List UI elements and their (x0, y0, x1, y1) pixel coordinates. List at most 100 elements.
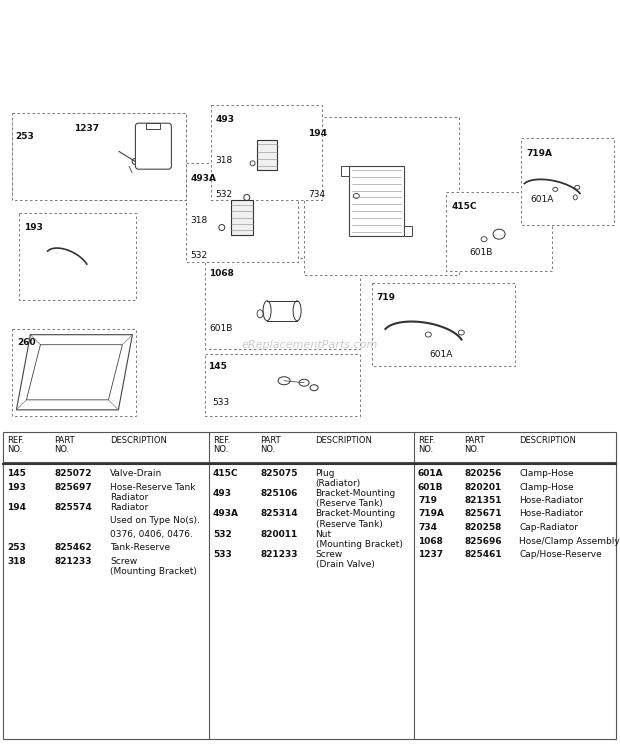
Bar (19, 213, 136, 300)
Text: 825314: 825314 (260, 510, 298, 519)
Text: NO.: NO. (213, 445, 228, 454)
Text: 260: 260 (17, 339, 36, 347)
Text: Used on Type No(s).: Used on Type No(s). (110, 516, 200, 525)
Text: Hose-Reserve Tank: Hose-Reserve Tank (110, 483, 196, 492)
Text: 532: 532 (215, 190, 232, 199)
Text: 820256: 820256 (464, 469, 502, 478)
Text: 493A: 493A (213, 510, 239, 519)
Text: Nut: Nut (316, 530, 332, 539)
Text: DESCRIPTION: DESCRIPTION (519, 436, 576, 445)
Text: 821233: 821233 (55, 557, 92, 565)
Text: PART: PART (260, 436, 281, 445)
Text: 253: 253 (7, 543, 26, 552)
Text: Hose/Clamp Assembly: Hose/Clamp Assembly (519, 536, 620, 545)
Text: 493A: 493A (190, 173, 216, 183)
Text: NO.: NO. (7, 445, 22, 454)
Bar (446, 192, 552, 271)
Text: 318: 318 (190, 216, 208, 225)
Text: 145: 145 (7, 469, 26, 478)
Text: 318: 318 (7, 557, 26, 565)
Text: 415C: 415C (451, 202, 477, 211)
Text: (Mounting Bracket): (Mounting Bracket) (110, 567, 197, 576)
Bar (304, 117, 459, 275)
Text: 253: 253 (16, 132, 35, 141)
Text: Plug: Plug (316, 469, 335, 478)
Text: Bracket-Mounting: Bracket-Mounting (316, 490, 396, 498)
Text: REF.: REF. (213, 436, 230, 445)
Text: (Reserve Tank): (Reserve Tank) (316, 519, 383, 529)
Text: Hose-Radiator: Hose-Radiator (519, 496, 583, 505)
Text: DESCRIPTION: DESCRIPTION (110, 436, 167, 445)
Bar (205, 353, 360, 416)
FancyBboxPatch shape (135, 124, 171, 169)
Text: 601A: 601A (418, 469, 444, 478)
Text: 601B: 601B (210, 324, 232, 333)
Text: 820011: 820011 (260, 530, 298, 539)
Text: 601B: 601B (469, 248, 493, 257)
Bar (12, 329, 136, 416)
Text: DESCRIPTION: DESCRIPTION (316, 436, 373, 445)
Text: 820258: 820258 (464, 523, 502, 532)
Text: Clamp-Hose: Clamp-Hose (519, 469, 574, 478)
Bar (211, 105, 322, 200)
Text: Bracket-Mounting: Bracket-Mounting (316, 510, 396, 519)
Text: 821233: 821233 (260, 550, 298, 559)
Text: 0376, 0406, 0476.: 0376, 0406, 0476. (110, 530, 193, 539)
Text: 719A: 719A (418, 510, 444, 519)
Text: 194: 194 (7, 503, 26, 512)
Text: 601A: 601A (429, 350, 453, 359)
Text: 194: 194 (309, 129, 327, 138)
Bar (404, 226, 412, 236)
Text: 145: 145 (208, 362, 226, 371)
Text: 825072: 825072 (55, 469, 92, 478)
Text: Cap-Radiator: Cap-Radiator (519, 523, 578, 532)
Text: 734: 734 (418, 523, 437, 532)
Text: 825697: 825697 (55, 483, 92, 492)
Text: 825075: 825075 (260, 469, 298, 478)
Text: 719: 719 (376, 293, 396, 302)
Text: 415C: 415C (213, 469, 239, 478)
Text: 1237: 1237 (418, 550, 443, 559)
Text: Radiator: Radiator (110, 503, 148, 512)
Bar (205, 258, 360, 350)
Text: 1237: 1237 (74, 124, 99, 133)
Bar (68, 113, 186, 200)
Text: 1068: 1068 (210, 269, 234, 278)
Text: 601B: 601B (418, 483, 443, 492)
Text: 493: 493 (213, 490, 232, 498)
Text: (Mounting Bracket): (Mounting Bracket) (316, 540, 402, 549)
Text: Valve-Drain: Valve-Drain (110, 469, 162, 478)
Text: NO.: NO. (55, 445, 69, 454)
Text: 493: 493 (215, 115, 234, 124)
Text: Screw: Screw (316, 550, 343, 559)
Text: REF.: REF. (7, 436, 24, 445)
Text: 532: 532 (213, 530, 232, 539)
Text: REF.: REF. (418, 436, 435, 445)
Text: 825106: 825106 (260, 490, 298, 498)
Text: 193: 193 (25, 223, 43, 232)
Text: 825461: 825461 (464, 550, 502, 559)
Text: 1068: 1068 (418, 536, 443, 545)
Text: 601A: 601A (530, 196, 554, 205)
Text: Screw: Screw (110, 557, 138, 565)
Text: 719A: 719A (526, 149, 552, 158)
Text: 533: 533 (212, 398, 229, 407)
Bar (521, 138, 614, 225)
Bar (341, 166, 349, 176)
Bar (257, 141, 277, 170)
Bar (186, 163, 298, 263)
Text: NO.: NO. (260, 445, 275, 454)
Text: 825574: 825574 (55, 503, 92, 512)
Text: Clamp-Hose: Clamp-Hose (519, 483, 574, 492)
Text: Cap/Hose-Reserve: Cap/Hose-Reserve (519, 550, 602, 559)
Text: 825671: 825671 (464, 510, 502, 519)
Text: Hose-Radiator: Hose-Radiator (519, 510, 583, 519)
Bar (12, 121, 68, 196)
Text: 825462: 825462 (55, 543, 92, 552)
Text: 318: 318 (215, 155, 232, 164)
Text: 719: 719 (418, 496, 437, 505)
Text: 820201: 820201 (464, 483, 502, 492)
Bar (372, 283, 515, 366)
Text: (Radiator): (Radiator) (316, 479, 361, 488)
Text: Tank-Reserve: Tank-Reserve (110, 543, 171, 552)
